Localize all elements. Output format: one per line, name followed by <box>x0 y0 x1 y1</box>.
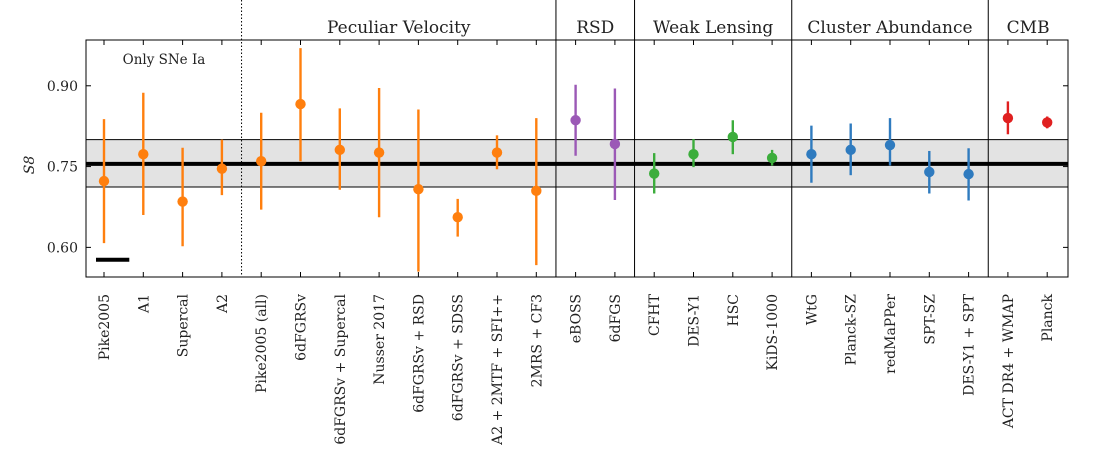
category-label: A1 <box>136 294 152 314</box>
category-label: CFHT <box>647 293 663 336</box>
category-label: DES-Y1 + SPT <box>962 293 978 396</box>
data-points-layer <box>96 48 1053 272</box>
only-sne-annotation: Only SNe Ia <box>123 52 206 68</box>
category-label: 6dFGS <box>608 294 624 342</box>
category-label: eBOSS <box>569 294 585 343</box>
data-point <box>216 163 228 174</box>
category-label: Pike2005 (all) <box>254 294 270 393</box>
data-point <box>98 175 110 187</box>
category-label: Pike2005 <box>97 294 113 360</box>
category-label: Supercal <box>176 293 192 357</box>
data-point <box>1002 112 1014 124</box>
data-point <box>609 138 621 150</box>
category-label: 2MRS + CF3 <box>529 294 545 387</box>
data-point <box>413 184 424 195</box>
category-label: 6dFGRSv + RSD <box>411 294 427 413</box>
data-point <box>727 131 738 143</box>
data-point <box>806 148 817 160</box>
category-label: 6dFGRSv + Supercal <box>333 293 349 444</box>
section-title: CMB <box>1007 18 1050 38</box>
y-axis-label: S8 <box>22 156 38 175</box>
category-label: WtG <box>804 294 820 325</box>
plot-frame-layer <box>85 0 1069 278</box>
category-label: 6dFGRSv <box>294 294 310 361</box>
category-label: redMaPPer <box>883 294 899 374</box>
data-point <box>295 98 306 110</box>
section-title: Weak Lensing <box>653 18 773 38</box>
section-title: Cluster Abundance <box>807 18 972 38</box>
section-title: RSD <box>576 18 614 38</box>
category-label: A2 <box>215 294 231 314</box>
category-label: 6dFGRSv + SDSS <box>451 294 467 421</box>
category-label: ACT DR4 + WMAP <box>1001 294 1017 429</box>
category-label: KiDS-1000 <box>765 294 781 371</box>
data-point <box>845 144 856 156</box>
y-tick-label: 0.90 <box>47 79 78 95</box>
y-tick-label: 0.60 <box>47 240 78 256</box>
labels-layer: S8 Only SNe Ia 0.60 0.75 0.90 Peculiar Velo… <box>22 18 1056 446</box>
data-point <box>373 147 385 158</box>
data-point <box>452 212 463 223</box>
category-label: Nusser 2017 <box>372 294 388 385</box>
data-point <box>1042 117 1053 128</box>
data-point <box>256 155 267 167</box>
data-point <box>531 185 542 197</box>
reference-band-layer <box>86 139 1068 188</box>
category-label: Planck <box>1040 293 1056 341</box>
category-label: DES-Y1 <box>687 294 703 347</box>
y-tick-label: 0.75 <box>47 160 78 176</box>
data-point <box>688 148 699 160</box>
data-point <box>138 148 149 160</box>
category-label: HSC <box>726 294 742 327</box>
data-point <box>570 115 581 126</box>
data-point <box>649 168 660 179</box>
category-label: Planck-SZ <box>844 294 860 366</box>
category-label: SPT-SZ <box>922 294 938 345</box>
data-point <box>766 152 778 164</box>
plot-frame <box>85 39 1069 278</box>
category-label: A2 + 2MTF + SFI++ <box>490 294 506 446</box>
data-point <box>884 139 896 151</box>
data-point <box>334 144 345 156</box>
data-point <box>177 196 188 207</box>
data-point <box>924 166 935 178</box>
section-title: Peculiar Velocity <box>327 18 471 38</box>
data-point <box>491 147 503 158</box>
data-point <box>963 168 974 180</box>
